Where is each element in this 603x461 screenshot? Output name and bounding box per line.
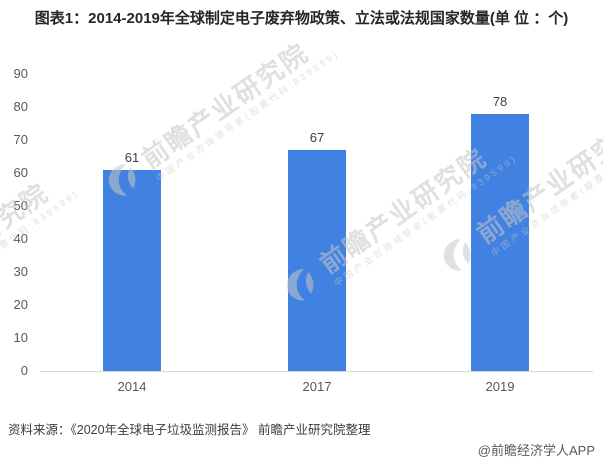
y-axis-tick-label: 10: [13, 330, 28, 345]
bar-value-label: 78: [492, 93, 508, 109]
x-axis-category-label: 2019: [485, 379, 515, 394]
x-axis-category-label: 2017: [302, 379, 332, 394]
y-axis-tick-label: 30: [13, 264, 28, 279]
app-credit: @前瞻经济学人APP: [477, 443, 595, 458]
y-axis-tick-label: 80: [13, 99, 28, 114]
y-axis-tick-label: 60: [13, 165, 28, 180]
bar: [103, 169, 161, 371]
bar-value-label: 61: [124, 149, 140, 165]
y-axis-tick-label: 70: [13, 132, 28, 147]
bar-value-label: 67: [309, 129, 325, 145]
source-note: 资料来源：《2020年全球电子垃圾监测报告》 前瞻产业研究院整理: [8, 423, 371, 437]
page-title: 图表1：2014-2019年全球制定电子废弃物政策、立法或法规国家数量(单 位 …: [34, 10, 569, 27]
y-axis-tick-label: 50: [13, 198, 28, 213]
bar: [471, 113, 529, 371]
y-axis-tick-label: 20: [13, 297, 28, 312]
x-axis-baseline: [40, 371, 593, 372]
y-axis-tick-label: 40: [13, 231, 28, 246]
y-axis-tick-label: 0: [20, 363, 28, 378]
y-axis-tick-label: 90: [13, 66, 28, 81]
x-axis-category-label: 2014: [117, 379, 147, 394]
bar: [288, 149, 346, 371]
